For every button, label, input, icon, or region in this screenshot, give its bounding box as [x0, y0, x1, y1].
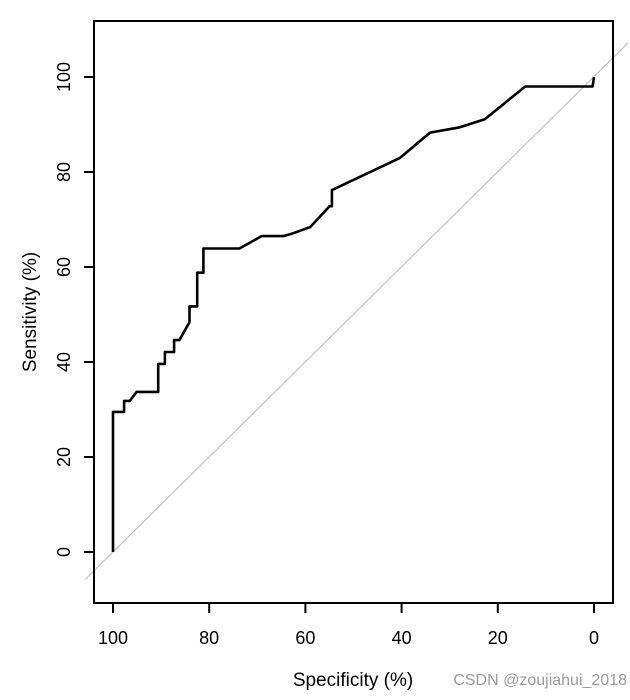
y-axis-title: Sensitivity (%) [20, 251, 41, 373]
x-tick-label: 40 [392, 628, 412, 648]
x-tick-label: 20 [488, 628, 508, 648]
y-tick-label: 40 [54, 352, 74, 372]
y-tick-label: 80 [54, 162, 74, 182]
y-tick-label: 100 [54, 62, 74, 92]
x-tick-label: 60 [295, 628, 315, 648]
y-tick-label: 0 [54, 547, 74, 557]
chance-line [84, 42, 629, 580]
y-tick-label: 60 [54, 257, 74, 277]
roc-curve [111, 76, 596, 552]
x-axis-title: Specificity (%) [292, 670, 414, 691]
plot-box [93, 20, 614, 604]
watermark: CSDN @zoujiahui_2018 [453, 672, 627, 689]
x-tick-label: 0 [589, 628, 599, 648]
x-tick-label: 100 [98, 628, 128, 648]
y-tick-label: 20 [54, 447, 74, 467]
x-tick-label: 80 [199, 628, 219, 648]
